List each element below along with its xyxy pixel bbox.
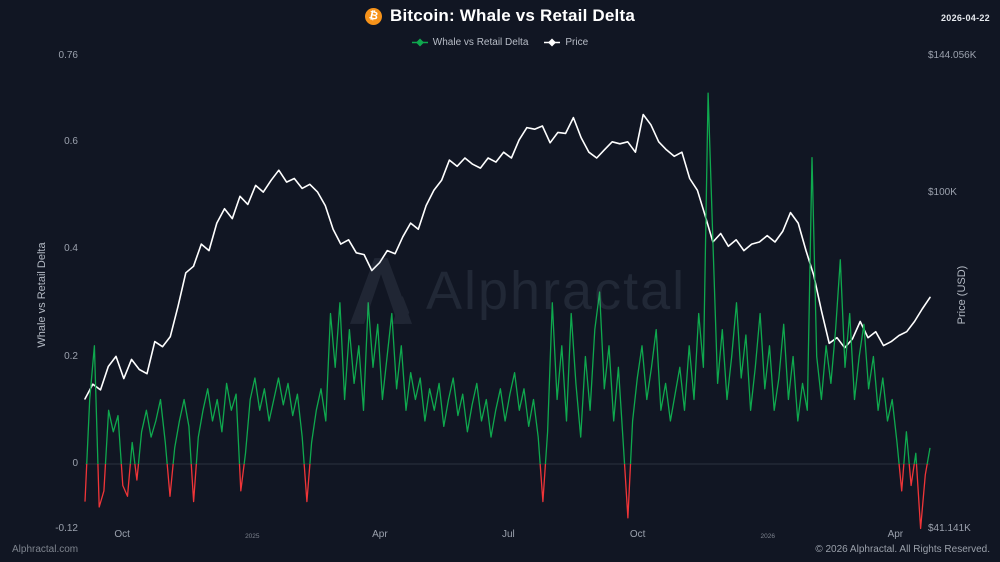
legend-label: Whale vs Retail Delta (432, 37, 529, 48)
delta-series-positive-line (86, 92, 931, 464)
site-link: Alphractal.com (12, 544, 79, 555)
x-axis-tick: Apr (372, 529, 388, 540)
x-axis-tick: Jul (501, 529, 515, 540)
left-axis-tick: 0.76 (58, 49, 78, 61)
x-axis-tick: Oct (629, 529, 646, 540)
right-axis-tick: $100K (928, 187, 957, 199)
left-axis-tick: 0.6 (64, 135, 78, 147)
legend-item[interactable]: Price (544, 37, 588, 48)
copyright-text: © 2026 Alphractal. All Rights Reserved. (815, 544, 990, 555)
chart-title: Bitcoin: Whale vs Retail Delta (390, 6, 635, 25)
left-axis-title: Whale vs Retail Delta (36, 242, 48, 348)
legend: Whale vs Retail Delta Price (0, 37, 1000, 48)
chart-title-bar: ₿ Bitcoin: Whale vs Retail Delta (0, 6, 1000, 26)
left-axis-tick: 0.4 (64, 243, 78, 254)
bitcoin-icon: ₿ (365, 7, 382, 25)
legend-marker-icon (411, 38, 428, 47)
x-axis-tick: 2025 (245, 533, 260, 540)
left-axis-tick: 0.2 (64, 350, 78, 362)
x-axis-tick: Oct (114, 529, 130, 540)
legend-item[interactable]: Whale vs Retail Delta (411, 37, 529, 48)
right-axis-tick: $41.141K (928, 522, 971, 534)
price-series-line (84, 113, 931, 400)
left-axis-tick: -0.12 (55, 522, 78, 534)
x-axis-tick: 2026 (760, 533, 775, 540)
delta-series-negative-line (84, 464, 928, 530)
left-axis-tick: 0 (72, 458, 78, 469)
right-axis-tick: $144.056K (928, 49, 977, 61)
right-axis-title: Price (USD) (956, 265, 968, 325)
x-axis-tick: Apr (887, 529, 904, 540)
legend-marker-icon (544, 38, 561, 47)
legend-label: Price (565, 37, 589, 48)
date-label: 2026-04-22 (940, 13, 990, 23)
